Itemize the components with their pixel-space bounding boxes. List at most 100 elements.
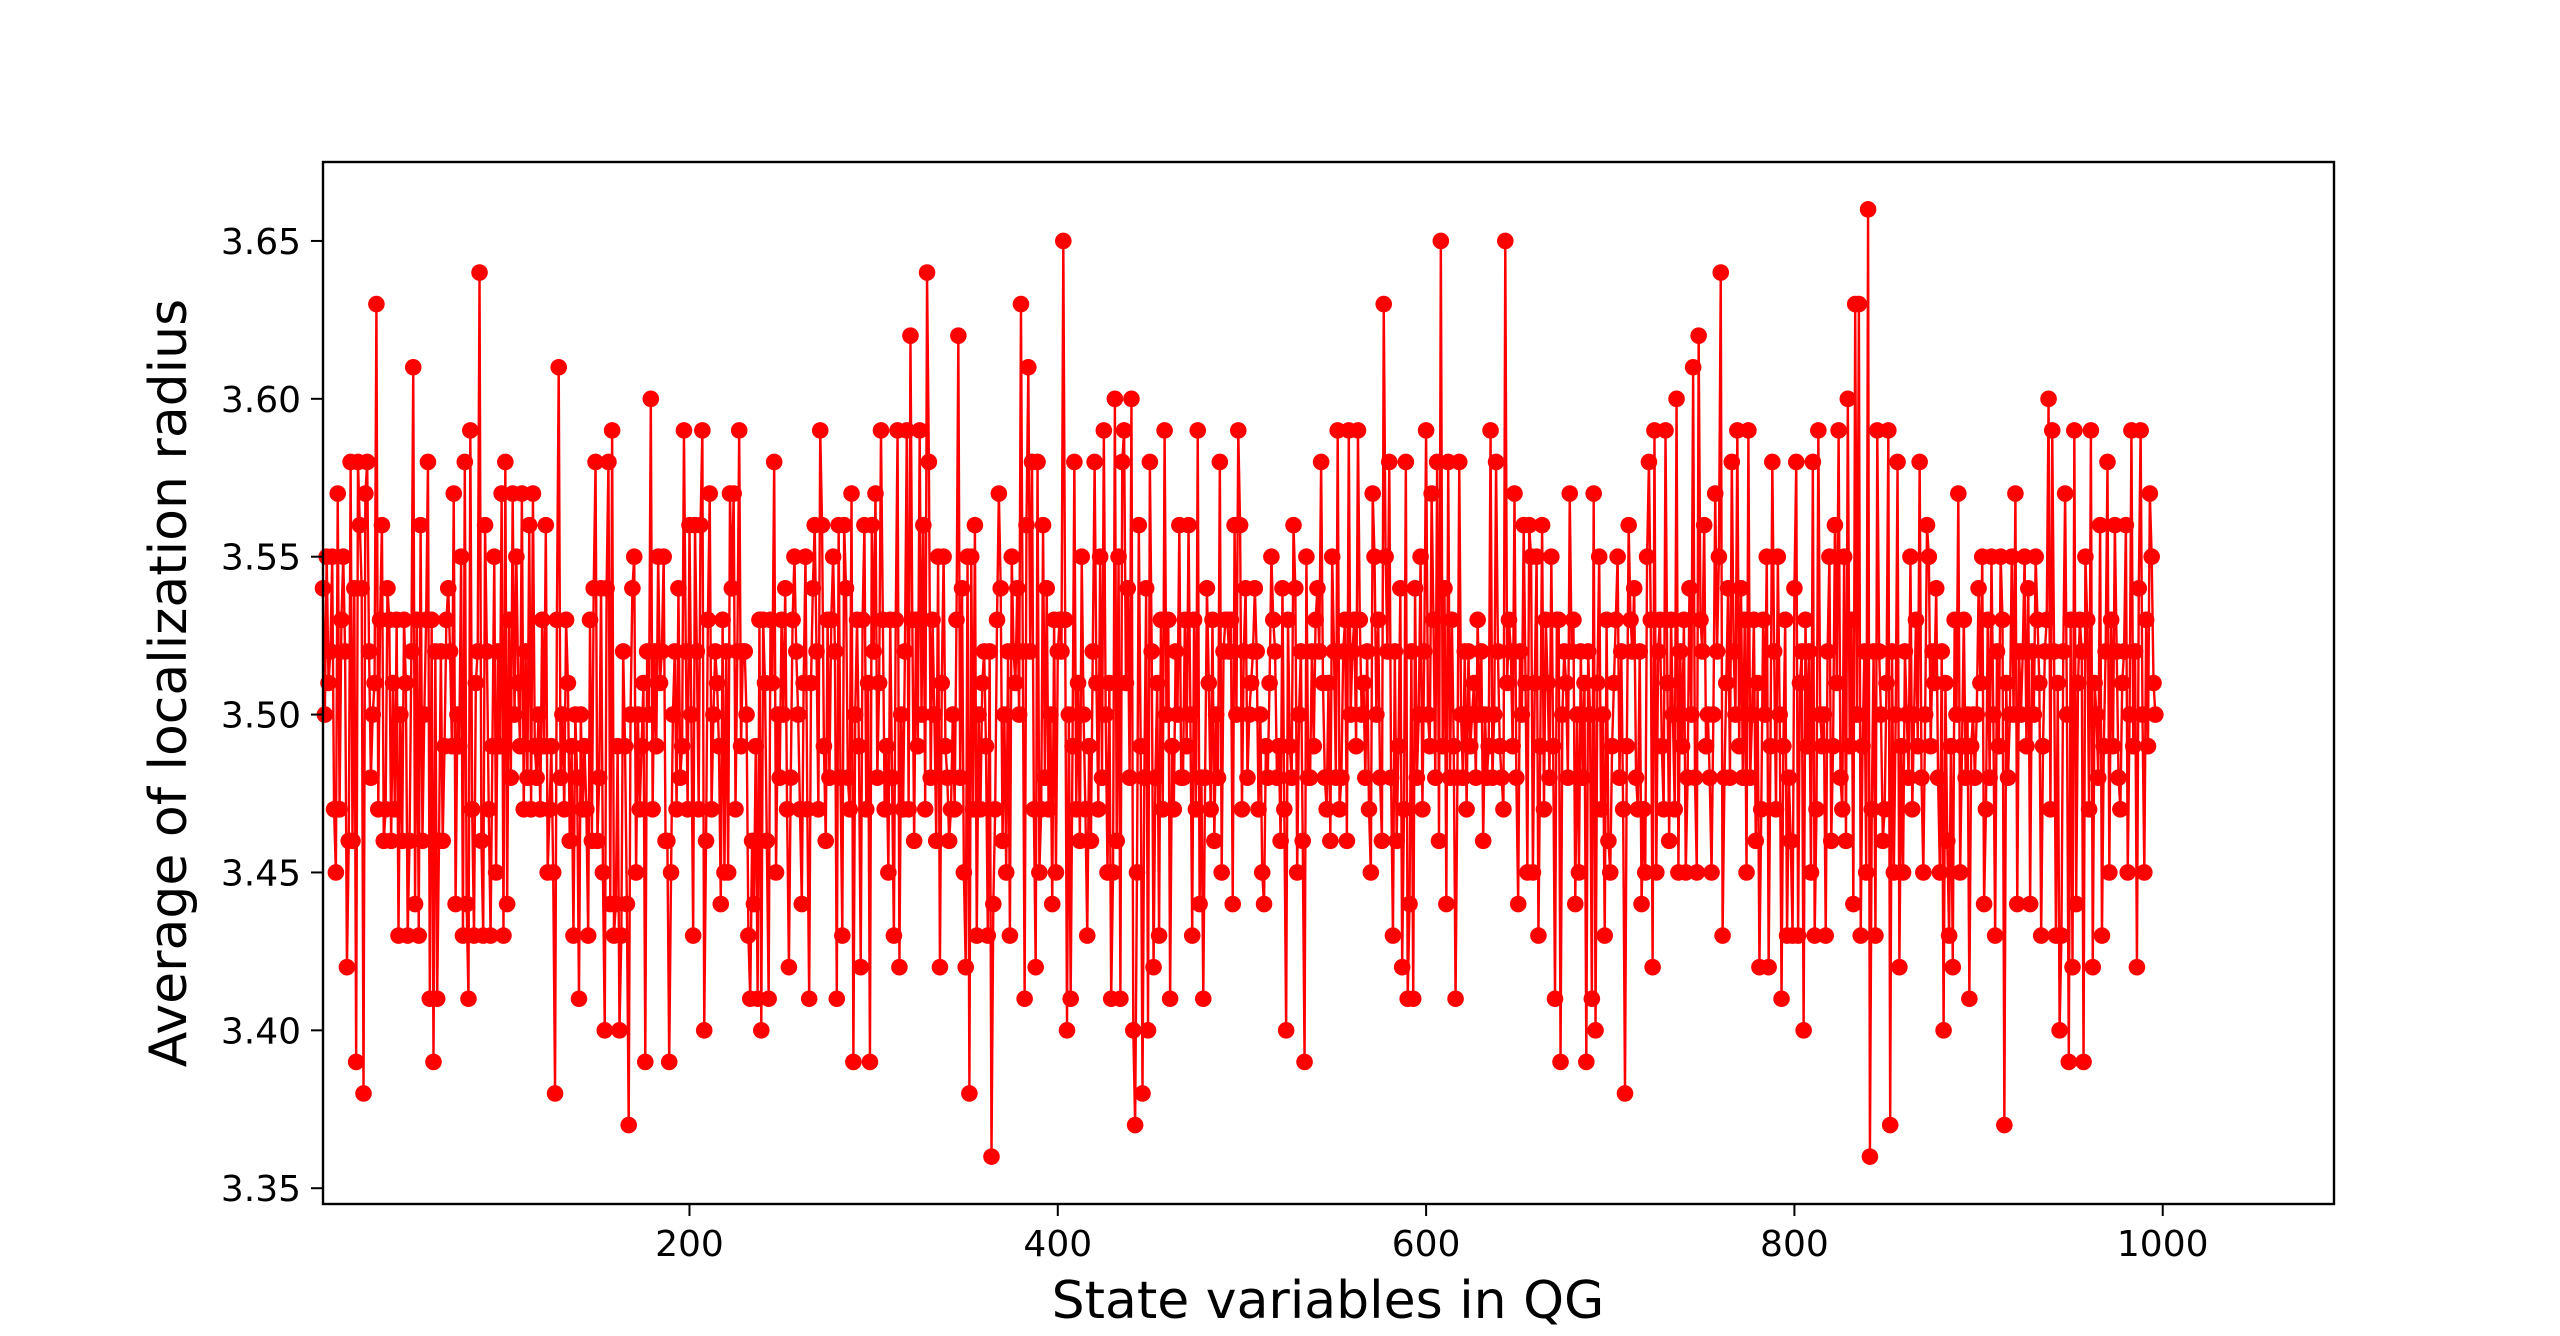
data-point xyxy=(546,1085,564,1102)
data-point xyxy=(988,611,1006,629)
data-point xyxy=(1417,422,1435,439)
data-point xyxy=(2093,927,2111,944)
data-point xyxy=(1526,674,1544,692)
data-point xyxy=(826,643,844,660)
data-point xyxy=(2023,643,2041,660)
data-point xyxy=(1458,801,1475,818)
data-point xyxy=(1395,801,1413,818)
data-point xyxy=(1776,611,1794,629)
data-point xyxy=(1594,706,1612,723)
data-point xyxy=(1084,643,1102,660)
data-point xyxy=(1786,579,1803,597)
data-point xyxy=(1384,927,1402,944)
data-point xyxy=(1358,643,1376,660)
data-point xyxy=(1174,769,1192,787)
data-point xyxy=(1408,769,1426,787)
data-point xyxy=(828,990,846,1008)
data-point xyxy=(752,1022,770,1039)
data-point xyxy=(1382,769,1400,787)
data-point xyxy=(760,990,777,1008)
data-point xyxy=(736,643,754,660)
data-point xyxy=(870,674,888,692)
data-point xyxy=(419,453,437,471)
data-point xyxy=(1091,548,1109,565)
data-point xyxy=(438,611,455,629)
data-point xyxy=(579,927,597,944)
data-point xyxy=(933,674,951,692)
data-point xyxy=(1918,516,1936,534)
data-point xyxy=(1161,990,1179,1008)
data-point xyxy=(489,643,507,660)
data-point xyxy=(333,611,350,629)
data-point xyxy=(810,801,827,818)
data-point xyxy=(404,358,422,376)
data-point xyxy=(1279,611,1297,629)
data-point xyxy=(1198,579,1216,597)
data-point xyxy=(1351,611,1369,629)
data-point xyxy=(1104,864,1122,881)
data-point xyxy=(1126,1116,1144,1134)
data-point xyxy=(854,611,871,629)
data-point xyxy=(931,958,949,976)
data-point xyxy=(1034,516,1052,534)
data-point xyxy=(1975,895,1993,913)
data-point xyxy=(1601,864,1619,881)
data-point xyxy=(1338,832,1356,850)
data-point xyxy=(2073,643,2090,660)
data-point xyxy=(924,611,941,629)
data-point xyxy=(1579,643,1597,660)
data-point xyxy=(1077,801,1094,818)
data-point xyxy=(653,643,671,660)
data-point xyxy=(804,579,822,597)
data-point xyxy=(1581,706,1599,723)
data-point xyxy=(843,485,860,502)
data-point xyxy=(1762,737,1779,755)
data-point xyxy=(977,737,995,755)
data-point xyxy=(743,832,761,850)
data-point xyxy=(927,832,945,850)
data-point xyxy=(948,611,965,629)
data-point xyxy=(723,579,741,597)
data-point xyxy=(2080,801,2098,818)
data-point xyxy=(1018,516,1035,534)
data-point xyxy=(1220,643,1238,660)
data-point xyxy=(406,895,424,913)
data-point xyxy=(1754,611,1772,629)
data-point xyxy=(997,864,1015,881)
data-point xyxy=(2003,548,2021,565)
data-point xyxy=(1414,801,1431,818)
data-point xyxy=(1288,864,1306,881)
data-point xyxy=(1272,832,1289,850)
data-point xyxy=(765,453,783,471)
data-point xyxy=(1528,548,1545,565)
data-point xyxy=(817,832,835,850)
data-point xyxy=(664,706,682,723)
data-point xyxy=(1808,801,1825,818)
data-point xyxy=(557,611,575,629)
data-point xyxy=(1397,453,1415,471)
data-point xyxy=(1520,516,1538,534)
data-point xyxy=(1495,801,1512,818)
data-point xyxy=(1767,801,1785,818)
data-point xyxy=(473,832,490,850)
data-point xyxy=(1281,737,1299,755)
data-point xyxy=(1509,895,1527,913)
data-point xyxy=(1671,643,1689,660)
data-point xyxy=(695,1022,713,1039)
data-point xyxy=(2119,864,2137,881)
data-point xyxy=(1097,706,1114,723)
data-point xyxy=(869,769,886,787)
data-point xyxy=(1900,769,1917,787)
data-point xyxy=(1554,706,1571,723)
data-point xyxy=(1738,864,1755,881)
data-point xyxy=(439,579,457,597)
data-point xyxy=(1950,485,1967,502)
data-point xyxy=(1460,643,1477,660)
data-point xyxy=(1266,643,1284,660)
data-point xyxy=(631,801,649,818)
data-point xyxy=(1902,548,1919,565)
data-point xyxy=(1896,643,1914,660)
data-point xyxy=(1625,579,1643,597)
data-point xyxy=(1496,232,1514,250)
data-point xyxy=(1362,864,1380,881)
